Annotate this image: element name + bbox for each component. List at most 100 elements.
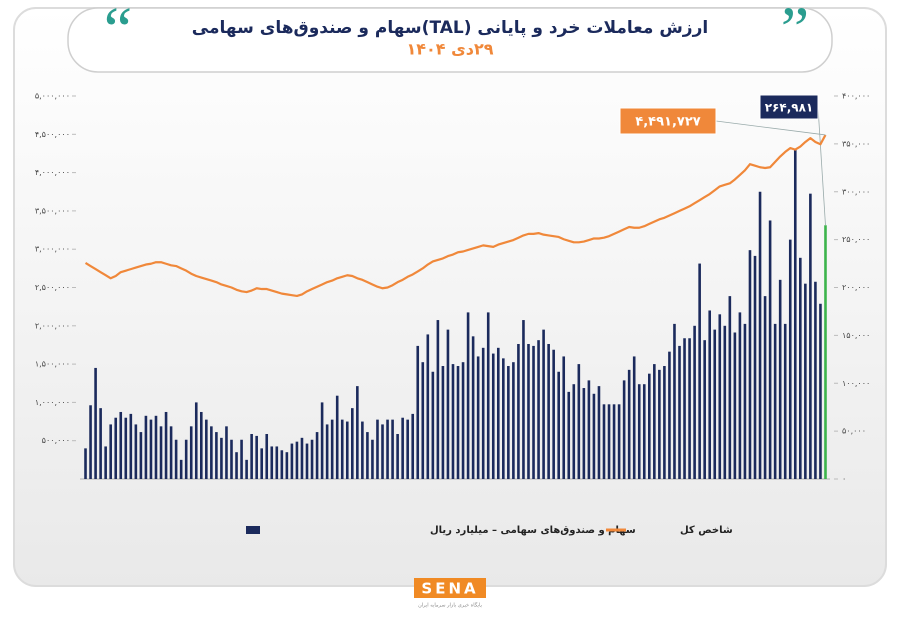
bar (215, 432, 218, 479)
y2-tick-label: ۲۰۰,۰۰۰ (842, 283, 870, 292)
bar (280, 450, 284, 479)
bar (799, 257, 802, 479)
bar (522, 320, 525, 479)
bar (426, 334, 430, 479)
bar (622, 380, 626, 479)
bar (567, 391, 571, 479)
bar (658, 369, 661, 479)
bar (189, 426, 193, 479)
bar (169, 426, 173, 479)
y2-tick-label: ۱۰۰,۰۰۰ (842, 379, 870, 388)
bar (84, 448, 87, 479)
bar (773, 323, 777, 479)
bar (340, 419, 344, 479)
bar (305, 443, 309, 479)
y2-tick-label: ۳۵۰,۰۰۰ (842, 139, 870, 148)
bar (240, 439, 243, 479)
bar (481, 347, 485, 479)
bar (335, 395, 339, 479)
bar (486, 312, 490, 479)
bar (642, 384, 646, 479)
bar (804, 283, 807, 479)
bar (512, 362, 515, 479)
label-leader (715, 120, 826, 136)
value-label: ۲۶۴,۹۸۱ (765, 101, 814, 115)
y-tick-label: ۵,۰۰۰,۰۰۰ (35, 92, 70, 101)
bar (778, 279, 782, 479)
bar (768, 220, 772, 479)
bar (159, 426, 163, 479)
bar (220, 437, 223, 479)
bar (572, 384, 576, 479)
bar (371, 439, 374, 479)
bar (718, 314, 722, 479)
bar (627, 369, 631, 479)
bar (310, 439, 314, 479)
bar (592, 393, 596, 479)
bar (391, 419, 394, 479)
bar (607, 404, 611, 479)
logo-tagline: پایگاه خبری بازار سرمایه ایران (418, 602, 482, 609)
bar (582, 388, 586, 479)
bar (723, 325, 727, 479)
bar (210, 426, 213, 479)
bar (164, 411, 168, 479)
bar (300, 437, 304, 479)
y-tick-label: ۱,۵۰۰,۰۰۰ (35, 360, 70, 369)
bar (174, 439, 178, 479)
bar (366, 432, 369, 479)
bar (199, 411, 203, 479)
y-tick-label: ۵۰۰,۰۰۰ (42, 436, 70, 445)
bar (637, 384, 641, 479)
bar (275, 446, 279, 479)
bar (738, 312, 742, 479)
bar (496, 347, 500, 479)
bar (451, 364, 455, 479)
bar (260, 448, 263, 479)
bar (733, 332, 737, 479)
bar (255, 435, 258, 479)
bar (597, 386, 601, 479)
bar (517, 343, 520, 479)
y2-tick-label: ۵۰,۰۰۰ (842, 427, 866, 436)
bar (527, 343, 530, 479)
chart-title: ارزش معاملات خرد و پایانی (TAL)سهام و صن… (192, 18, 708, 38)
bar (295, 441, 299, 479)
bar (653, 364, 656, 479)
y-tick-label: ۲,۰۰۰,۰۰۰ (35, 321, 70, 330)
line (84, 134, 827, 298)
y-tick-label: ۴,۵۰۰,۰۰۰ (35, 130, 70, 139)
bar (179, 459, 183, 479)
y-tick-label: ۴,۰۰۰,۰۰۰ (35, 168, 70, 177)
title-box (67, 7, 833, 73)
y2-tick-label: ۳۰۰,۰۰۰ (842, 187, 870, 196)
bar (446, 329, 450, 479)
bar (728, 296, 732, 479)
bar (285, 452, 289, 479)
bar (617, 404, 621, 479)
bar (562, 356, 566, 479)
bar (783, 323, 787, 479)
quote-mark: “ (104, 0, 132, 65)
bar (381, 424, 384, 479)
bar (507, 366, 510, 479)
y-tick-label: ۱,۰۰۰,۰۰۰ (35, 398, 70, 407)
y-tick-label: ۳,۵۰۰,۰۰۰ (35, 206, 70, 215)
bar (129, 413, 133, 479)
bar (703, 340, 706, 479)
quote-mark: ” (781, 0, 809, 65)
bar (466, 312, 470, 479)
bar (793, 149, 797, 479)
bar (461, 362, 465, 479)
bar (476, 356, 480, 479)
bar (356, 386, 359, 479)
bar (139, 432, 143, 479)
bar (104, 446, 107, 479)
bar (416, 345, 420, 479)
bar (134, 424, 138, 479)
bar (149, 419, 153, 479)
logo: SENA (421, 580, 478, 598)
bar (184, 439, 188, 479)
label-leader (817, 106, 826, 226)
